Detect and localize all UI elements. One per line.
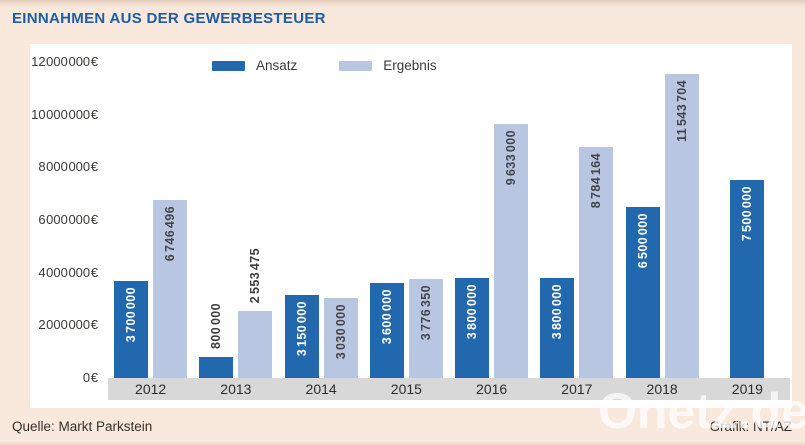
bar-ansatz-2019: 7 500 000: [730, 180, 765, 378]
legend-swatch-ansatz: [212, 60, 245, 71]
bar-value-label: 2 553 475: [248, 247, 263, 303]
x-tick-label-2017: 2017: [561, 381, 593, 397]
bar-ansatz-2017: 3 800 000: [540, 278, 575, 378]
x-tick-label-2012: 2012: [135, 381, 167, 397]
legend-label-ergebnis: Ergebnis: [383, 58, 437, 73]
y-tick-label: 12 000 000 €: [31, 54, 98, 69]
bottom-edge-shade: [0, 441, 805, 445]
bar-ergebnis-2012: 6 746 496: [153, 200, 188, 378]
y-tick-label: 2 000 000 €: [38, 317, 98, 333]
bar-value-label: 3 600 000: [379, 289, 394, 345]
bar-ansatz-2016: 3 800 000: [455, 278, 490, 378]
bar-value-label: 3 700 000: [124, 287, 139, 343]
y-tick-label: 4 000 000 €: [38, 264, 98, 280]
bar-value-label: 800 000: [209, 303, 224, 349]
bar-value-label: 3 776 350: [418, 285, 433, 341]
bar-ergebnis-2014: 3 030 000: [323, 298, 358, 378]
x-tick-label-2013: 2013: [220, 381, 252, 397]
legend-label-ansatz: Ansatz: [256, 58, 298, 73]
watermark-logo: Onetz.de: [598, 383, 805, 439]
bar-ergebnis-2015: 3 776 350: [408, 279, 443, 378]
bar-value-label: 7 500 000: [740, 186, 755, 242]
bar-value-label: 3 150 000: [294, 301, 309, 357]
chart-panel: Ansatz Ergebnis 12 000 000 € 10 000 000 €…: [30, 44, 792, 408]
bar-ergebnis-2016: 9 633 000: [494, 124, 529, 378]
source-note: Quelle: Markt Parkstein: [12, 419, 153, 434]
top-edge-shade: [0, 0, 805, 7]
x-tick-label-2019: 2019: [731, 381, 763, 397]
x-tick-label-2016: 2016: [476, 381, 508, 397]
x-tick-label-2014: 2014: [305, 381, 337, 397]
x-tick-label-2015: 2015: [390, 381, 422, 397]
page-title: EINNAHMEN AUS DER GEWERBESTEUER: [12, 10, 326, 27]
bar-ergebnis-2018: 11 543 704: [664, 74, 699, 378]
y-tick-label: 0 €: [82, 370, 98, 385]
bar-value-label: 3 800 000: [465, 284, 480, 340]
credit-note: Grafik: NT/AZ: [709, 419, 792, 434]
legend-swatch-ergebnis: [339, 60, 373, 71]
bar-ansatz-2015: 3 600 000: [369, 283, 404, 378]
bar-ergebnis-2017: 8 784 164: [579, 147, 614, 378]
bar-value-label: 6 500 000: [635, 213, 650, 269]
x-axis-strip: 2012 2013 2014 2015 2016 2017 2018 2019: [108, 378, 790, 400]
bar-value-label: 9 633 000: [504, 130, 519, 186]
y-tick-label: 10 000 000 €: [31, 106, 98, 122]
x-tick-label-2018: 2018: [646, 381, 678, 397]
chart-legend: Ansatz Ergebnis: [212, 58, 479, 73]
bar-value-label: 8 784 164: [589, 153, 604, 209]
bar-value-label: 6 746 496: [163, 206, 178, 262]
plot-area: 3 700 000 6 746 496 800 000 2 553 475 3 150 …: [108, 44, 790, 378]
bar-ansatz-2013: 800 000: [199, 303, 234, 378]
bar-value-label: 3 030 000: [333, 304, 348, 360]
bar-ansatz-2018: 6 500 000: [625, 207, 660, 378]
bar-ansatz-2012: 3 700 000: [114, 281, 149, 378]
bar-value-label: 3 800 000: [550, 284, 565, 340]
bar-ergebnis-2013: 2 553 475: [238, 248, 273, 378]
y-tick-label: 8 000 000 €: [38, 159, 98, 175]
bar-value-label: 11 543 704: [674, 80, 689, 142]
bar-ansatz-2014: 3 150 000: [284, 295, 319, 378]
y-tick-label: 6 000 000 €: [38, 212, 98, 227]
